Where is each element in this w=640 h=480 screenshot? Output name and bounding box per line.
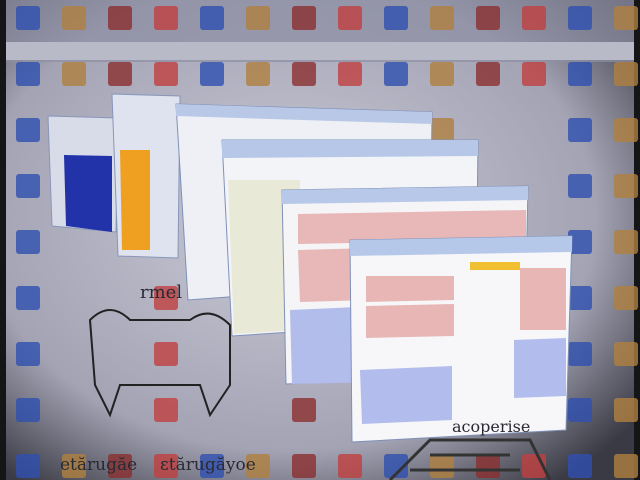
rows-pink (366, 276, 454, 302)
desktop-icon (430, 118, 454, 142)
desktop-icon (522, 62, 546, 86)
window-content (64, 155, 112, 232)
desktop-icon (338, 454, 362, 478)
desktop-icon (246, 6, 270, 30)
desktop-icon (154, 454, 178, 478)
desktop-icon (338, 62, 362, 86)
desktop-icon (200, 62, 224, 86)
desktop-icon (568, 62, 592, 86)
desktop-icon (108, 6, 132, 30)
desktop-icon (16, 454, 40, 478)
desktop-icon (568, 286, 592, 310)
desktop-icon (614, 230, 638, 254)
toolbar (6, 42, 634, 60)
desktop-icons (16, 6, 638, 478)
desktop-icon (614, 398, 638, 422)
desktop-icon (614, 118, 638, 142)
desktop-icon (246, 454, 270, 478)
desktop-icon (246, 62, 270, 86)
desktop-text: ɛtărugăyoe (160, 455, 256, 475)
desktop-icon (16, 62, 40, 86)
desktop-icon (154, 286, 178, 310)
rows-pink (366, 304, 454, 338)
desktop-icon (16, 398, 40, 422)
desktop-icon (476, 454, 500, 478)
rows-pink (298, 210, 526, 244)
desktop-icon (430, 62, 454, 86)
desktop-icon (154, 342, 178, 366)
desktop-icon (430, 454, 454, 478)
desktop-icon (614, 286, 638, 310)
rows-pink (520, 268, 566, 330)
desktop-icon (568, 230, 592, 254)
desktop-icon (62, 62, 86, 86)
desktop-icon (568, 6, 592, 30)
desktop-icon (384, 62, 408, 86)
desktop-icon (476, 6, 500, 30)
desktop-icon (108, 454, 132, 478)
desktop-icon (200, 6, 224, 30)
flip-3d-windows (47, 93, 573, 443)
desktop-icon (62, 454, 86, 478)
desktop-icon (200, 454, 224, 478)
desktop-icon (614, 62, 638, 86)
desktop-text: rmel (140, 282, 182, 303)
desktop-icon (568, 118, 592, 142)
desktop-icon (108, 62, 132, 86)
desktop-icon (614, 454, 638, 478)
title-bar (222, 140, 478, 158)
tree-pane (228, 180, 300, 334)
desktop-icon (614, 342, 638, 366)
desktop-icon (338, 6, 362, 30)
desktop-icon (568, 454, 592, 478)
desktop-icon (62, 6, 86, 30)
rows-blue (360, 366, 452, 424)
desktop-icon (16, 342, 40, 366)
title-bar (350, 236, 572, 256)
desktop-icon (476, 62, 500, 86)
desktop-icon (16, 174, 40, 198)
sketch-roof (388, 438, 552, 480)
desktop-icon (614, 174, 638, 198)
window-content (120, 150, 150, 250)
title-bar (282, 186, 528, 204)
desktop-icon (16, 6, 40, 30)
column-header (470, 262, 520, 270)
desktop-icon (292, 454, 316, 478)
desktop-icon (292, 62, 316, 86)
desktop-text: acoperise (452, 417, 530, 436)
desktop-icon (16, 286, 40, 310)
desktop-icon (430, 6, 454, 30)
title-bar (176, 104, 432, 124)
desktop-icon (154, 6, 178, 30)
desktop-icon (16, 118, 40, 142)
desktop-icon (292, 6, 316, 30)
desktop-text: etărugăe (60, 455, 137, 475)
desktop-icon (568, 174, 592, 198)
desktop-icon (384, 454, 408, 478)
rows-blue (514, 338, 566, 398)
desktop-icon (568, 398, 592, 422)
desktop-icon (568, 342, 592, 366)
desktop-icon (154, 62, 178, 86)
desktop-icon (522, 6, 546, 30)
desktop-icon (16, 230, 40, 254)
desktop-icon (384, 6, 408, 30)
desktop-icon (292, 398, 316, 422)
sketch (88, 309, 231, 418)
desktop-icon (614, 6, 638, 30)
desktop-icon (154, 398, 178, 422)
